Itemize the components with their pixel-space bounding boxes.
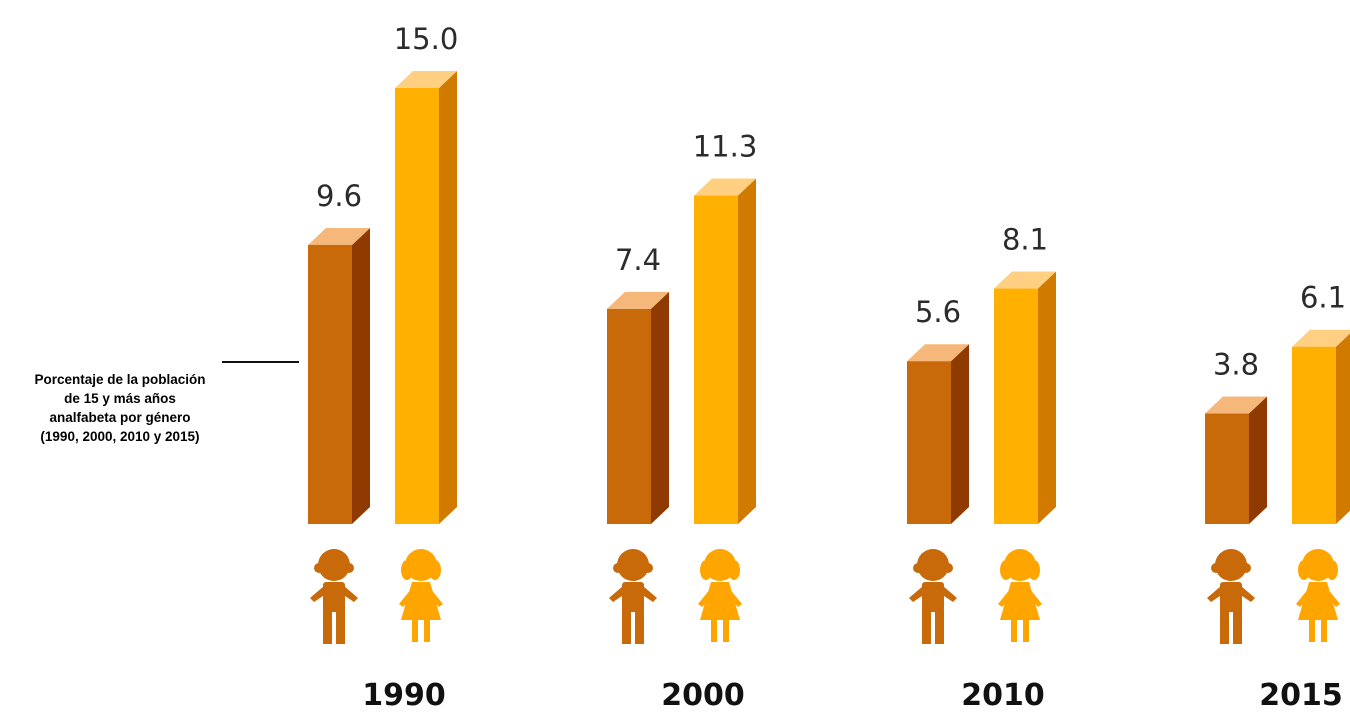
bar-women-1990-front <box>395 88 439 524</box>
annotation-line-1: Porcentaje de la población <box>34 372 206 387</box>
value-label-women-1990: 15.0 <box>394 22 459 56</box>
bar-men-2000-top <box>607 291 669 309</box>
year-label-2015: 2015 <box>1259 678 1343 713</box>
year-label-1990: 1990 <box>362 678 446 713</box>
girl-icon-1990 <box>399 549 443 642</box>
annotation-line-4: (1990, 2000, 2010 y 2015) <box>40 429 200 444</box>
boy-icon-2000 <box>609 549 657 644</box>
bar-women-2015-top <box>1292 329 1350 347</box>
bar-men-1990-side <box>352 227 370 524</box>
bar-women-2000-front <box>694 195 738 524</box>
bar-men-2000-side <box>651 291 669 524</box>
bar-women-2010-side <box>1038 271 1056 524</box>
girl-icon-2010 <box>998 549 1042 642</box>
bar-men-2000-front <box>607 308 651 524</box>
year-label-2010: 2010 <box>961 678 1045 713</box>
bar-women-2000 <box>694 178 756 524</box>
girl-icon-2015 <box>1296 549 1340 642</box>
bar-women-2010-front <box>994 288 1038 524</box>
bar-women-2015-front <box>1292 346 1336 524</box>
value-label-women-2010: 8.1 <box>1002 223 1048 257</box>
year-label-2000: 2000 <box>661 678 745 713</box>
bar-men-2015-front <box>1205 413 1249 524</box>
bar-men-2015-side <box>1249 396 1267 524</box>
value-label-men-2015: 3.8 <box>1213 348 1259 382</box>
girl-icon-2000 <box>698 549 742 642</box>
bar-men-2010-side <box>951 344 969 524</box>
bar-men-1990 <box>308 227 370 524</box>
bar-men-1990-top <box>308 227 370 245</box>
boy-icon-2015 <box>1207 549 1255 644</box>
chart-annotation: Porcentaje de la población de 15 y más a… <box>20 370 220 446</box>
value-label-women-2015: 6.1 <box>1300 281 1346 315</box>
value-label-men-2000: 7.4 <box>615 243 661 277</box>
bar-men-2000 <box>607 291 669 524</box>
value-label-men-1990: 9.6 <box>316 179 362 213</box>
bar-women-2000-side <box>738 178 756 524</box>
boy-icon-2010 <box>909 549 957 644</box>
bar-men-2010-front <box>907 361 951 524</box>
annotation-line-3: analfabeta por género <box>49 410 191 425</box>
bar-women-2010 <box>994 271 1056 524</box>
annotation-line-2: de 15 y más años <box>64 391 176 406</box>
annotation-leader-line <box>222 361 299 363</box>
bar-women-1990-top <box>395 71 457 88</box>
bar-women-2015-side <box>1336 333 1350 524</box>
bar-men-1990-front <box>308 244 352 524</box>
bar-women-1990 <box>395 71 457 524</box>
value-label-men-2010: 5.6 <box>915 295 961 329</box>
bar-women-2015 <box>1292 329 1350 524</box>
bar-women-2010-top <box>994 271 1056 289</box>
boy-icon-1990 <box>310 549 358 644</box>
value-label-women-2000: 11.3 <box>693 130 758 164</box>
bar-women-2000-top <box>694 178 756 196</box>
bar-men-2015-top <box>1205 396 1267 414</box>
bar-women-1990-side <box>439 71 457 524</box>
bar-men-2015 <box>1205 396 1267 524</box>
bar-men-2010-top <box>907 344 969 362</box>
bar-men-2010 <box>907 344 969 524</box>
